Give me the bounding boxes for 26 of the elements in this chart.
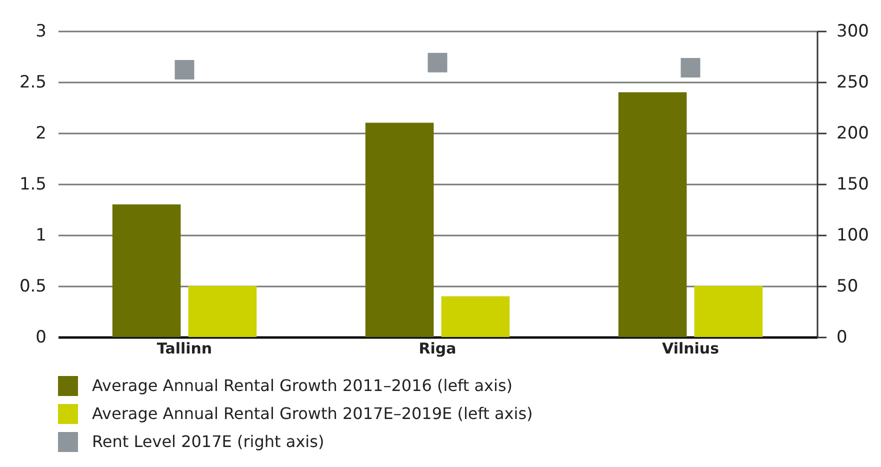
x-tick-label: Tallinn <box>156 340 212 358</box>
y2-tick-label: 100 <box>836 226 869 246</box>
bar <box>694 286 763 337</box>
legend-label: Average Annual Rental Growth 2011–2016 (left axis) <box>92 376 513 395</box>
y-tick-label: 1 <box>36 226 46 246</box>
bar <box>365 122 434 337</box>
y2-tick-label: 250 <box>836 72 869 92</box>
bar <box>618 92 687 337</box>
y-tick-label: 1.5 <box>19 174 46 194</box>
y2-tick-label: 200 <box>836 124 869 144</box>
bar <box>441 296 510 337</box>
legend-label: Rent Level 2017E (right axis) <box>92 432 324 451</box>
x-tick-label: Vilnius <box>662 340 720 358</box>
legend-label: Average Annual Rental Growth 2017E–2019E (left axis) <box>92 404 533 423</box>
y-tick-label: 0 <box>36 328 46 348</box>
x-tick-label: Riga <box>418 340 456 358</box>
y2-tick-label: 0 <box>836 328 848 348</box>
y-tick-label: 2.5 <box>19 72 46 92</box>
y2-tick-label: 300 <box>836 22 869 42</box>
bar <box>188 286 257 337</box>
y-tick-label: 0.5 <box>19 276 46 296</box>
y2-tick-label: 50 <box>836 276 858 296</box>
y2-tick-label: 150 <box>836 174 869 194</box>
y-tick-label: 2 <box>36 124 46 144</box>
bar <box>112 204 181 337</box>
y-tick-label: 3 <box>36 22 46 42</box>
